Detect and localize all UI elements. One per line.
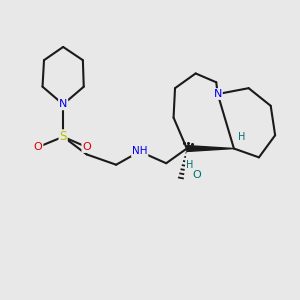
Text: H: H: [186, 160, 194, 170]
Text: S: S: [59, 130, 67, 143]
Text: O: O: [193, 170, 202, 180]
Text: N: N: [59, 99, 67, 110]
Text: NH: NH: [132, 146, 147, 157]
Text: N: N: [214, 89, 222, 99]
Text: O: O: [34, 142, 43, 152]
Text: O: O: [82, 142, 91, 152]
Text: H: H: [238, 132, 246, 142]
Polygon shape: [187, 146, 234, 152]
